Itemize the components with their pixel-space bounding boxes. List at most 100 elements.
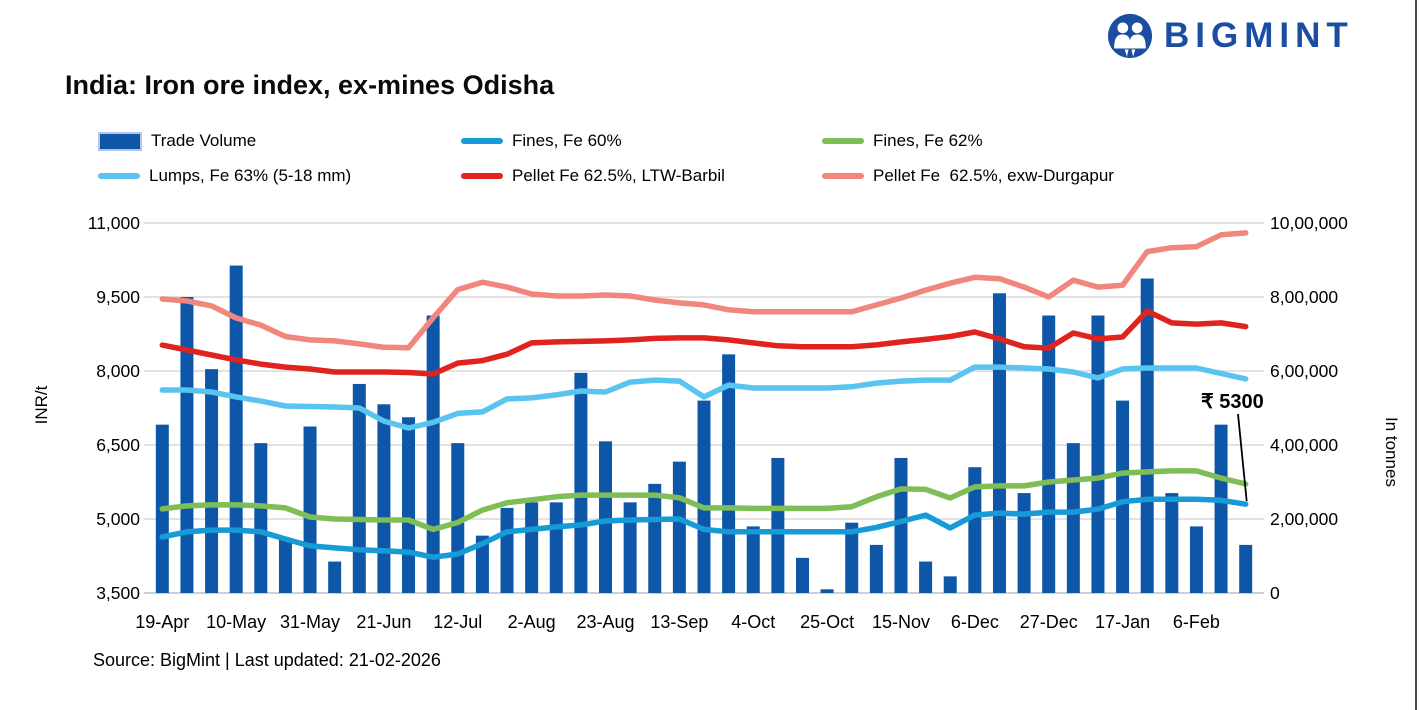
legend-item-trade-volume: Trade Volume xyxy=(98,130,461,152)
page-title: India: Iron ore index, ex-mines Odisha xyxy=(65,70,555,100)
legend-line-swatch-pellet-fe-62-5-ltw-barbil xyxy=(461,173,503,179)
bar-trade-volume xyxy=(771,457,785,593)
x-axis-tick: 6-Feb xyxy=(1173,612,1220,632)
right-axis-tick: 10,00,000 xyxy=(1270,213,1348,233)
legend-item-fines-fe-62: Fines, Fe 62% xyxy=(822,130,1114,152)
left-axis-tick: 11,000 xyxy=(88,213,140,233)
bigmint-logo-icon xyxy=(1107,13,1153,59)
legend-item-pellet-fe-62-5-ltw-barbil: Pellet Fe 62.5%, LTW-Barbil xyxy=(461,165,822,187)
legend-label: Fines, Fe 62% xyxy=(873,131,983,150)
bar-trade-volume xyxy=(795,557,809,593)
bar-trade-volume xyxy=(1042,315,1056,593)
legend-line-swatch-fines-fe-62 xyxy=(822,138,864,144)
legend-item-lumps-fe-63-5-18-mm: Lumps, Fe 63% (5-18 mm) xyxy=(98,165,461,187)
legend-label: Trade Volume xyxy=(151,131,257,150)
bars-trade-volume xyxy=(155,265,1253,593)
bar-trade-volume xyxy=(500,507,514,593)
x-axis-tick: 13-Sep xyxy=(650,612,708,632)
line-lumps-fe-63-5-18-mm xyxy=(159,364,1249,431)
right-axis-title: In tonnes xyxy=(1382,417,1401,487)
bar-trade-volume xyxy=(352,383,366,593)
right-axis-tick: 6,00,000 xyxy=(1270,361,1338,381)
line-fines-fe-62 xyxy=(159,468,1249,533)
bar-trade-volume xyxy=(180,297,194,593)
left-axis-tick: 8,000 xyxy=(96,361,140,381)
legend-label: Fines, Fe 60% xyxy=(512,131,622,150)
bar-trade-volume xyxy=(820,589,834,593)
bar-trade-volume xyxy=(1189,526,1203,593)
bar-trade-volume xyxy=(1214,424,1228,593)
bar-trade-volume xyxy=(623,502,637,593)
x-axis-tick: 21-Jun xyxy=(356,612,411,632)
x-axis-tick: 2-Aug xyxy=(508,612,556,632)
bar-trade-volume xyxy=(845,522,859,593)
x-axis-tick: 12-Jul xyxy=(433,612,482,632)
bar-trade-volume xyxy=(1116,400,1130,593)
price-annotation: ₹ 5300 xyxy=(1201,391,1264,502)
line-pellet-fe-62-5-exw-durgapur xyxy=(159,230,1249,351)
right-axis-tick: 8,00,000 xyxy=(1270,287,1338,307)
bar-trade-volume xyxy=(894,457,908,593)
bar-trade-volume xyxy=(254,443,268,593)
x-axis-tick: 27-Dec xyxy=(1020,612,1078,632)
bar-trade-volume xyxy=(968,467,982,593)
legend-label: Pellet Fe 62.5%, exw-Durgapur xyxy=(873,166,1114,185)
x-axis-tick: 6-Dec xyxy=(951,612,999,632)
bar-trade-volume xyxy=(328,561,342,593)
x-axis-tick: 15-Nov xyxy=(872,612,930,632)
right-axis-tick: 4,00,000 xyxy=(1270,435,1338,455)
x-axis-tick: 31-May xyxy=(280,612,340,632)
bar-trade-volume xyxy=(599,441,613,593)
legend-item-fines-fe-60: Fines, Fe 60% xyxy=(461,130,822,152)
bar-trade-volume xyxy=(525,502,539,593)
brand-name: BIGMINT xyxy=(1164,16,1354,55)
legend-line-swatch-lumps-fe-63-5-18-mm xyxy=(98,173,140,179)
x-axis-tick: 23-Aug xyxy=(576,612,634,632)
bigmint-logo: BIGMINT xyxy=(1106,12,1354,60)
chart-legend: Trade Volume Fines, Fe 60% Fines, Fe 62% Lu… xyxy=(98,130,1114,187)
bar-trade-volume xyxy=(205,369,219,593)
bar-trade-volume xyxy=(229,265,243,593)
bar-trade-volume xyxy=(746,526,760,593)
legend-bar-swatch-trade-volume xyxy=(98,131,142,151)
bar-trade-volume xyxy=(648,483,662,593)
bar-trade-volume xyxy=(278,539,292,593)
bar-trade-volume xyxy=(1239,544,1253,593)
right-axis-tick: 0 xyxy=(1270,583,1280,603)
legend-label: Lumps, Fe 63% (5-18 mm) xyxy=(149,166,352,185)
source-note: Source: BigMint | Last updated: 21-02-20… xyxy=(93,650,441,670)
x-axis-tick: 19-Apr xyxy=(135,612,189,632)
bar-trade-volume xyxy=(1017,493,1031,593)
bar-trade-volume xyxy=(919,561,933,593)
x-axis-labels: 19-Apr 10-May 31-May 21-Jun 12-Jul 2-Aug 23-Au… xyxy=(135,612,1220,632)
bar-trade-volume xyxy=(1091,315,1105,593)
bar-trade-volume xyxy=(1165,493,1179,593)
bar-trade-volume xyxy=(426,315,440,593)
window-right-border xyxy=(1415,0,1417,710)
bar-trade-volume xyxy=(869,544,883,593)
legend-line-swatch-fines-fe-60 xyxy=(461,138,503,144)
bar-trade-volume xyxy=(303,426,317,593)
bar-trade-volume xyxy=(377,404,391,593)
legend-line-swatch-pellet-fe-62-5-exw-durgapur xyxy=(822,173,864,179)
annotation-label: ₹ 5300 xyxy=(1201,391,1264,413)
left-axis-tick: 5,000 xyxy=(96,509,140,529)
line-fines-fe-60 xyxy=(159,496,1249,560)
bar-trade-volume xyxy=(549,502,563,593)
bar-trade-volume xyxy=(475,535,489,593)
bar-trade-volume xyxy=(1066,443,1080,593)
x-axis-tick: 25-Oct xyxy=(800,612,854,632)
bar-trade-volume xyxy=(574,372,588,593)
x-axis-tick: 4-Oct xyxy=(731,612,775,632)
bar-trade-volume xyxy=(672,461,686,593)
line-pellet-fe-62-5-ltw-barbil xyxy=(159,308,1249,377)
bar-trade-volume xyxy=(402,417,416,593)
x-axis-tick: 10-May xyxy=(206,612,266,632)
bar-trade-volume xyxy=(1140,278,1154,593)
gridlines: 11,000 10,00,000 9,500 8,00,000 8,000 6,00,00… xyxy=(88,213,1348,603)
left-axis-tick: 6,500 xyxy=(96,435,140,455)
right-axis-tick: 2,00,000 xyxy=(1270,509,1338,529)
left-axis-tick: 3,500 xyxy=(96,583,140,603)
x-axis-tick: 17-Jan xyxy=(1095,612,1150,632)
